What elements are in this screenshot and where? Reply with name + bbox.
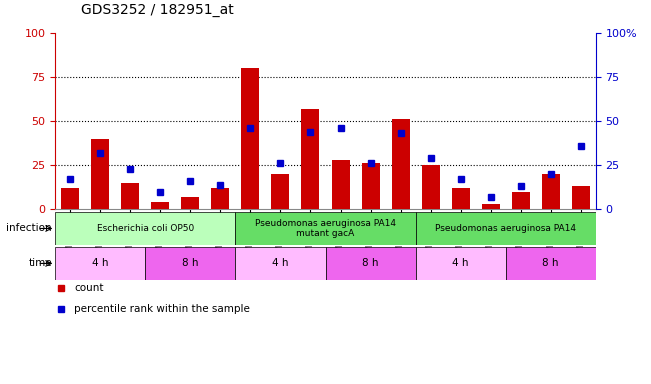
Text: Pseudomonas aeruginosa PA14: Pseudomonas aeruginosa PA14	[435, 224, 576, 233]
Bar	[91, 139, 109, 209]
Bar	[236, 212, 415, 245]
Text: infection: infection	[7, 223, 52, 233]
Bar	[506, 247, 596, 280]
Bar	[236, 247, 326, 280]
Bar	[242, 68, 260, 209]
Bar	[415, 247, 506, 280]
Bar	[415, 212, 596, 245]
Text: GDS3252 / 182951_at: GDS3252 / 182951_at	[81, 3, 234, 17]
Bar	[182, 197, 199, 209]
Bar	[152, 202, 169, 209]
Bar	[361, 163, 380, 209]
Text: time: time	[29, 258, 52, 268]
Bar	[422, 165, 439, 209]
Bar	[572, 186, 590, 209]
Bar	[212, 188, 229, 209]
Text: 8 h: 8 h	[362, 258, 379, 268]
Text: 4 h: 4 h	[452, 258, 469, 268]
Text: Escherichia coli OP50: Escherichia coli OP50	[97, 224, 194, 233]
Bar	[482, 204, 499, 209]
Bar	[121, 183, 139, 209]
Bar	[331, 160, 350, 209]
Text: count: count	[74, 283, 104, 293]
Text: 4 h: 4 h	[92, 258, 109, 268]
Text: 8 h: 8 h	[182, 258, 199, 268]
Bar	[55, 212, 236, 245]
Bar	[452, 188, 469, 209]
Bar	[145, 247, 236, 280]
Bar	[271, 174, 290, 209]
Bar	[61, 188, 79, 209]
Bar	[512, 192, 530, 209]
Bar	[326, 247, 415, 280]
Text: Pseudomonas aeruginosa PA14
mutant gacA: Pseudomonas aeruginosa PA14 mutant gacA	[255, 219, 396, 238]
Bar	[301, 109, 320, 209]
Bar	[391, 119, 409, 209]
Text: percentile rank within the sample: percentile rank within the sample	[74, 304, 250, 314]
Bar	[542, 174, 560, 209]
Text: 4 h: 4 h	[272, 258, 289, 268]
Bar	[55, 247, 145, 280]
Text: 8 h: 8 h	[542, 258, 559, 268]
